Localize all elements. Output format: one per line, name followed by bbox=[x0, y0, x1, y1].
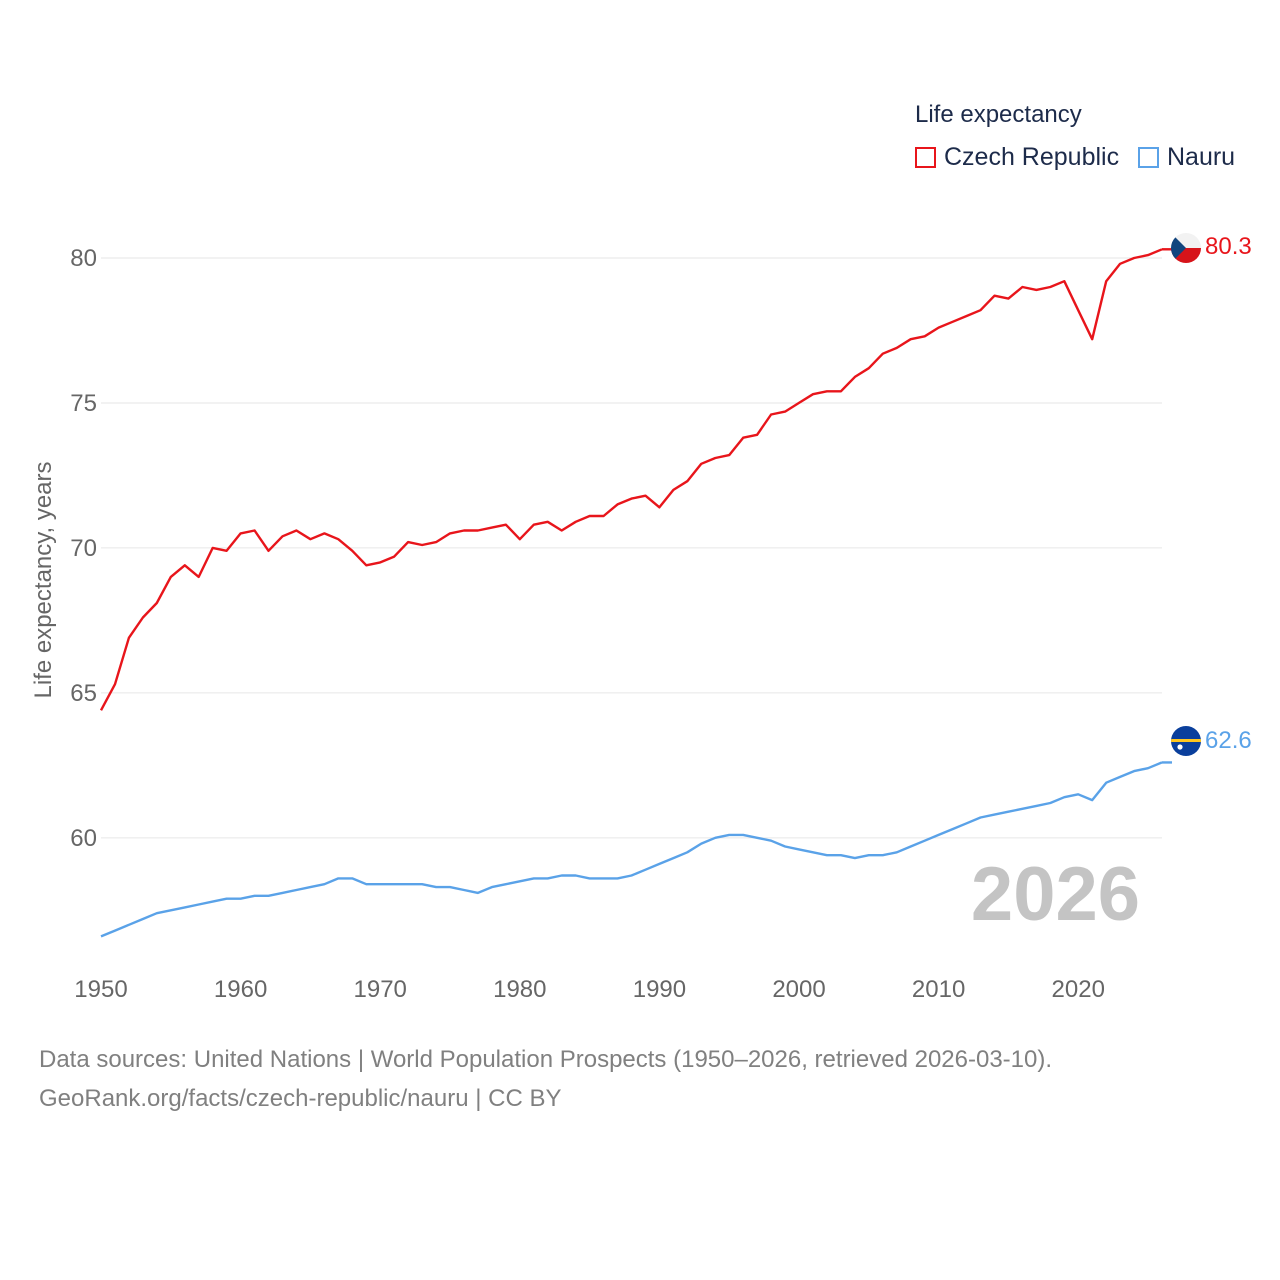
year-label: 2026 bbox=[971, 852, 1140, 937]
legend-swatch-nauru bbox=[1138, 147, 1159, 168]
y-axis-label: Life expectancy, years bbox=[30, 461, 57, 698]
czech-flag-icon bbox=[1171, 233, 1201, 263]
legend-title: Life expectancy bbox=[915, 101, 1082, 128]
y-tick-label: 65 bbox=[70, 680, 97, 707]
nauru-flag-icon bbox=[1171, 726, 1201, 756]
footer-attribution[interactable]: GeoRank.org/facts/czech-republic/nauru |… bbox=[39, 1085, 562, 1112]
x-tick-label: 2020 bbox=[1052, 976, 1105, 1003]
series-line-nauru bbox=[100, 761, 1163, 938]
end-markers bbox=[1171, 233, 1201, 756]
legend-label-nauru: Nauru bbox=[1167, 143, 1236, 171]
y-tick-label: 60 bbox=[70, 825, 97, 852]
x-tick-label: 1990 bbox=[633, 976, 686, 1003]
series-line-czech-republic bbox=[99, 248, 1163, 711]
y-tick-label: 70 bbox=[70, 535, 97, 562]
y-tick-label: 80 bbox=[70, 245, 97, 272]
czech-end-value-label: 80.3 bbox=[1205, 233, 1252, 260]
x-tick-label: 2010 bbox=[912, 976, 965, 1003]
legend-label-czech-republic: Czech Republic bbox=[944, 143, 1120, 171]
footer-sources: Data sources: United Nations | World Pop… bbox=[39, 1046, 1053, 1073]
grid-lines bbox=[101, 257, 1162, 839]
y-tick-label: 75 bbox=[70, 390, 97, 417]
legend-item-czech-republic[interactable]: Czech Republic bbox=[915, 143, 1119, 172]
nauru-end-value-label: 62.6 bbox=[1205, 727, 1252, 754]
x-tick-label: 1960 bbox=[214, 976, 267, 1003]
x-tick-label: 1980 bbox=[493, 976, 546, 1003]
x-tick-label: 1950 bbox=[74, 976, 127, 1003]
x-tick-label: 2000 bbox=[772, 976, 825, 1003]
x-tick-label: 1970 bbox=[354, 976, 407, 1003]
x-axis-ticks: 1950 1960 1970 1980 1990 2000 2010 2020 bbox=[74, 976, 1105, 1003]
y-axis-ticks: 60 65 70 75 80 bbox=[70, 245, 97, 852]
legend-swatch-czech-republic bbox=[915, 147, 936, 168]
series-lines bbox=[99, 248, 1172, 938]
legend-item-nauru[interactable]: Nauru bbox=[1138, 143, 1235, 172]
